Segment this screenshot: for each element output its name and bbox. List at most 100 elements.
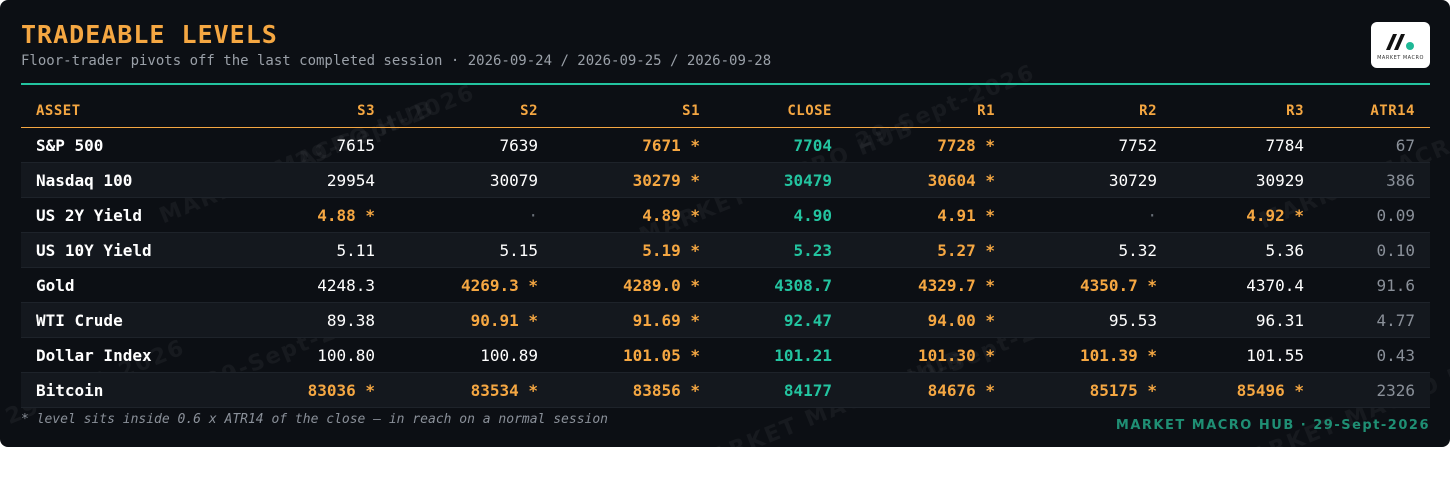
table-row: US 2Y Yield 4.88 * · 4.89 * 4.90 4.91 * · 4.92 … — [21, 198, 1430, 233]
cell-s2: 4269.3 * — [460, 276, 538, 295]
cell-close: 7704 — [793, 136, 832, 155]
cell-close: 84177 — [783, 381, 832, 400]
cell-s1: 91.69 * — [632, 311, 700, 330]
cell-s3: 7615 — [336, 136, 375, 155]
cell-s3: 29954 — [326, 171, 375, 190]
logo-text: MARKET MACRO — [1377, 55, 1424, 61]
cell-close: 101.21 — [774, 346, 832, 365]
asset-name: S&P 500 — [36, 136, 104, 155]
cell-s1: 4.89 * — [642, 206, 700, 225]
col-header-asset: ASSET — [36, 103, 81, 119]
table-row: Nasdaq 100 29954 30079 30279 * 30479 30604 * 3… — [21, 163, 1430, 198]
cell-s2: 83534 * — [470, 381, 538, 400]
cell-s2: · — [528, 206, 538, 225]
table-row: WTI Crude 89.38 90.91 * 91.69 * 92.47 94.00 *… — [21, 303, 1430, 338]
cell-r2: 30729 — [1108, 171, 1157, 190]
cell-close: 4308.7 — [774, 276, 832, 295]
cell-atr14: 386 — [1386, 171, 1415, 190]
cell-s2: 30079 — [489, 171, 538, 190]
asset-name: WTI Crude — [36, 311, 123, 330]
asset-name: US 10Y Yield — [36, 241, 152, 260]
cell-close: 4.90 — [793, 206, 832, 225]
cell-s1: 83856 * — [632, 381, 700, 400]
cell-r2: 5.32 — [1118, 241, 1157, 260]
cell-r3: 4.92 * — [1246, 206, 1304, 225]
cell-s3: 4248.3 — [317, 276, 375, 295]
col-header-r2: R2 — [1139, 103, 1157, 119]
cell-r1: 4329.7 * — [917, 276, 995, 295]
cell-r3: 101.55 — [1246, 346, 1304, 365]
brand-logo: MARKET MACRO — [1371, 22, 1430, 68]
cell-close: 5.23 — [793, 241, 832, 260]
table-header: ASSET S3 S2 S1 CLOSE R1 R2 R3 ATR14 — [21, 96, 1430, 126]
table-row: S&P 500 7615 7639 7671 * 7704 7728 * 7752 7784 6… — [21, 128, 1430, 163]
col-header-r3: R3 — [1286, 103, 1304, 119]
header-underline — [21, 127, 1430, 128]
cell-atr14: 2326 — [1376, 381, 1415, 400]
cell-r3: 4370.4 — [1246, 276, 1304, 295]
footnote: * level sits inside 0.6 x ATR14 of the c… — [21, 412, 608, 427]
col-header-r1: R1 — [977, 103, 995, 119]
table-row: Bitcoin 83036 * 83534 * 83856 * 84177 84676 *… — [21, 373, 1430, 408]
cell-r2: 101.39 * — [1079, 346, 1157, 365]
cell-atr14: 91.6 — [1376, 276, 1415, 295]
mm-logo-icon — [1386, 34, 1414, 50]
cell-s2: 90.91 * — [470, 311, 538, 330]
cell-s3: 83036 * — [307, 381, 375, 400]
asset-name: US 2Y Yield — [36, 206, 142, 225]
cell-s1: 30279 * — [632, 171, 700, 190]
cell-s1: 101.05 * — [622, 346, 700, 365]
cell-r2: 95.53 — [1108, 311, 1157, 330]
cell-r3: 7784 — [1265, 136, 1304, 155]
cell-close: 92.47 — [783, 311, 832, 330]
col-header-atr14: ATR14 — [1370, 103, 1415, 119]
table-row: Dollar Index 100.80 100.89 101.05 * 101.21 10… — [21, 338, 1430, 373]
col-header-s2: S2 — [520, 103, 538, 119]
cell-s2: 7639 — [499, 136, 538, 155]
cell-s3: 4.88 * — [317, 206, 375, 225]
cell-atr14: 67 — [1395, 136, 1415, 155]
cell-r2: 7752 — [1118, 136, 1157, 155]
cell-s2: 100.89 — [480, 346, 538, 365]
cell-atr14: 0.09 — [1376, 206, 1415, 225]
cell-atr14: 4.77 — [1376, 311, 1415, 330]
col-header-s1: S1 — [682, 103, 700, 119]
asset-name: Bitcoin — [36, 381, 104, 400]
cell-r1: 94.00 * — [927, 311, 995, 330]
cell-close: 30479 — [783, 171, 832, 190]
cell-s3: 5.11 — [336, 241, 375, 260]
asset-name: Gold — [36, 276, 75, 295]
asset-name: Nasdaq 100 — [36, 171, 133, 190]
cell-atr14: 0.10 — [1376, 241, 1415, 260]
cell-s1: 7671 * — [642, 136, 700, 155]
cell-r2: · — [1147, 206, 1157, 225]
cell-r1: 101.30 * — [917, 346, 995, 365]
cell-r1: 30604 * — [927, 171, 995, 190]
cell-r2: 85175 * — [1089, 381, 1157, 400]
cell-r3: 96.31 — [1255, 311, 1304, 330]
cell-s1: 5.19 * — [642, 241, 700, 260]
page-subtitle: Floor-trader pivots off the last complet… — [21, 53, 772, 69]
cell-s3: 89.38 — [326, 311, 375, 330]
cell-r3: 85496 * — [1236, 381, 1304, 400]
asset-name: Dollar Index — [36, 346, 152, 365]
table-row: US 10Y Yield 5.11 5.15 5.19 * 5.23 5.27 * 5.32… — [21, 233, 1430, 268]
levels-table: S&P 500 7615 7639 7671 * 7704 7728 * 7752 7784 6… — [21, 128, 1430, 408]
cell-r3: 30929 — [1255, 171, 1304, 190]
cell-r1: 5.27 * — [937, 241, 995, 260]
cell-s1: 4289.0 * — [622, 276, 700, 295]
cell-r1: 84676 * — [927, 381, 995, 400]
cell-r2: 4350.7 * — [1079, 276, 1157, 295]
cell-atr14: 0.43 — [1376, 346, 1415, 365]
levels-card: MARKET MACRO HUB 29-Sept-2026 MARKET MAC… — [0, 0, 1450, 447]
brand-footer: MARKET MACRO HUB · 29-Sept-2026 — [1115, 418, 1430, 433]
col-header-close: CLOSE — [787, 103, 832, 119]
page-title: TRADEABLE LEVELS — [21, 20, 278, 49]
cell-s2: 5.15 — [499, 241, 538, 260]
cell-s3: 100.80 — [317, 346, 375, 365]
header-divider — [21, 83, 1430, 85]
table-row: Gold 4248.3 4269.3 * 4289.0 * 4308.7 4329.7 *… — [21, 268, 1430, 303]
cell-r1: 4.91 * — [937, 206, 995, 225]
cell-r1: 7728 * — [937, 136, 995, 155]
col-header-s3: S3 — [357, 103, 375, 119]
